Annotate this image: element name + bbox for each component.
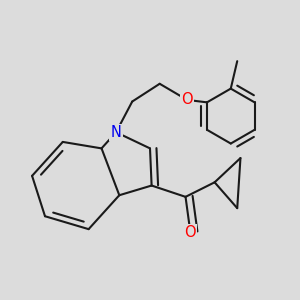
Text: O: O (184, 225, 196, 240)
Text: O: O (181, 92, 193, 107)
Text: N: N (111, 125, 122, 140)
